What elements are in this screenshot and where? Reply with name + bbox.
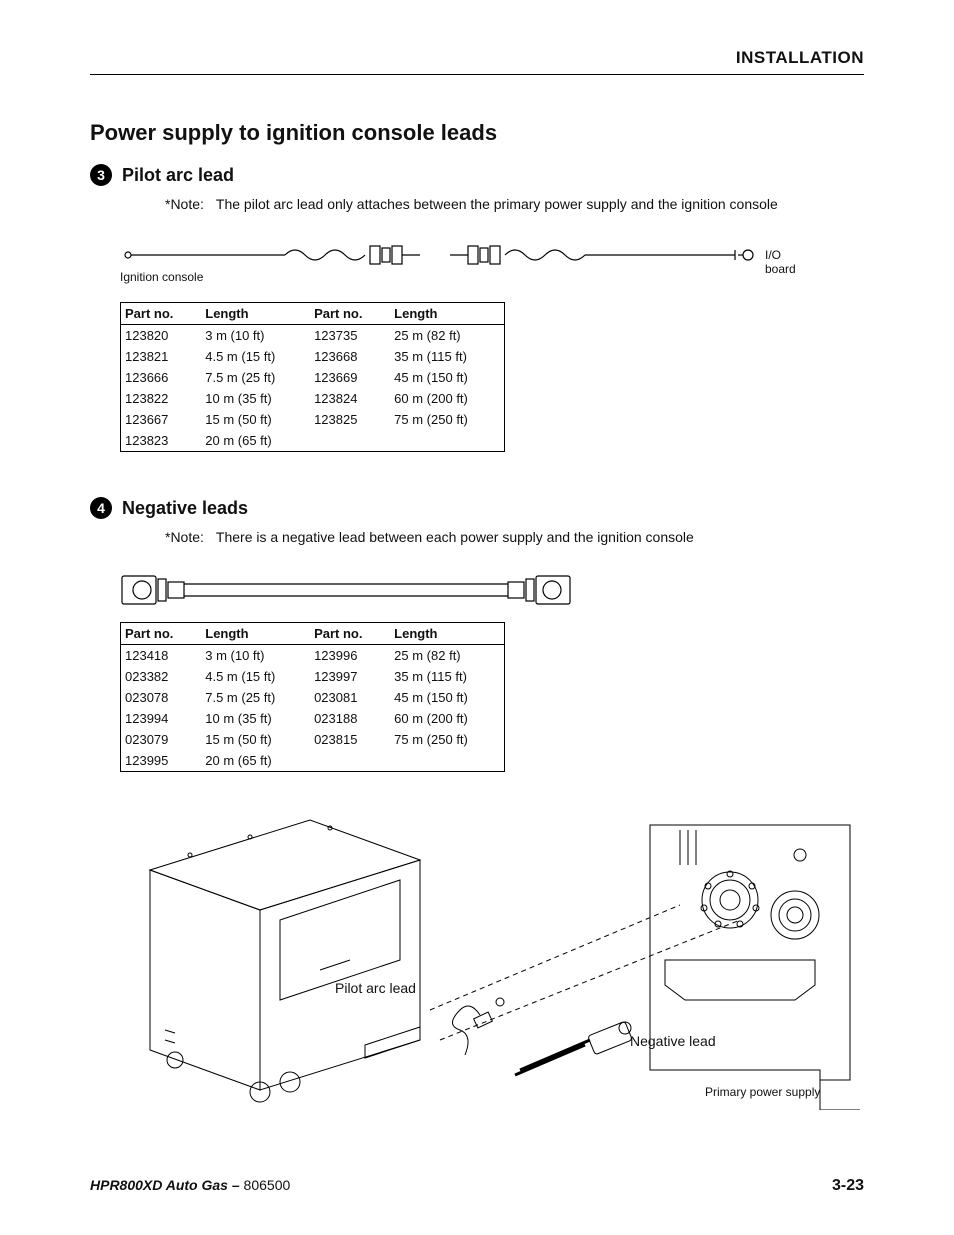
table-row: 0230787.5 m (25 ft)02308145 m (150 ft) bbox=[121, 687, 505, 708]
header-rule bbox=[90, 74, 864, 75]
diagram-left-label: Ignition console bbox=[120, 270, 203, 284]
illus-pilot-label: Pilot arc lead bbox=[335, 980, 416, 996]
page-header-title: INSTALLATION bbox=[90, 48, 864, 68]
illus-psu-label: Primary power supply bbox=[705, 1085, 820, 1099]
section-4-heading: 4 Negative leads bbox=[90, 497, 864, 519]
connection-illustration: Pilot arc lead Negative lead Primary pow… bbox=[120, 780, 860, 1110]
section-3-heading: 3 Pilot arc lead bbox=[90, 164, 864, 186]
footer-docnum: 806500 bbox=[244, 1177, 291, 1193]
negative-leads-parts-table: Part no. Length Part no. Length 1234183 … bbox=[120, 622, 505, 772]
section-num-4-icon: 4 bbox=[90, 497, 112, 519]
section-num-3-icon: 3 bbox=[90, 164, 112, 186]
section-3-note: *Note: The pilot arc lead only attaches … bbox=[165, 196, 864, 212]
table-row: 02307915 m (50 ft)02381575 m (250 ft) bbox=[121, 729, 505, 750]
section-4-note: *Note: There is a negative lead between … bbox=[165, 529, 864, 545]
footer-dash: – bbox=[228, 1177, 244, 1193]
footer-left: HPR800XD Auto Gas – 806500 bbox=[90, 1177, 290, 1193]
page-footer: HPR800XD Auto Gas – 806500 3-23 bbox=[90, 1177, 864, 1195]
pilot-arc-cable-svg bbox=[120, 240, 760, 290]
illus-neg-label: Negative lead bbox=[630, 1033, 716, 1049]
table-row: 0233824.5 m (15 ft)12399735 m (115 ft) bbox=[121, 666, 505, 687]
page-title: Power supply to ignition console leads bbox=[90, 120, 864, 146]
table-row: 12382210 m (35 ft)12382460 m (200 ft) bbox=[121, 388, 505, 409]
col-length-1: Length bbox=[201, 623, 310, 645]
table-row: 12366715 m (50 ft)12382575 m (250 ft) bbox=[121, 409, 505, 430]
footer-page: 3-23 bbox=[832, 1177, 864, 1195]
connection-illustration-svg bbox=[120, 780, 860, 1110]
section-4-title: Negative leads bbox=[122, 498, 248, 519]
col-partno-1: Part no. bbox=[121, 623, 202, 645]
col-length-2: Length bbox=[390, 303, 504, 325]
table-row: 1236667.5 m (25 ft)12366945 m (150 ft) bbox=[121, 367, 505, 388]
table-row: 12399520 m (65 ft) bbox=[121, 750, 505, 772]
note-text: The pilot arc lead only attaches between… bbox=[216, 196, 864, 212]
table-row: 1238214.5 m (15 ft)12366835 m (115 ft) bbox=[121, 346, 505, 367]
table-row: 1238203 m (10 ft)12373525 m (82 ft) bbox=[121, 325, 505, 347]
table-row: 1234183 m (10 ft)12399625 m (82 ft) bbox=[121, 645, 505, 667]
col-partno-2: Part no. bbox=[310, 623, 390, 645]
negative-lead-diagram bbox=[120, 570, 575, 610]
col-length-2: Length bbox=[390, 623, 504, 645]
col-partno-1: Part no. bbox=[121, 303, 202, 325]
table-row: 12382320 m (65 ft) bbox=[121, 430, 505, 452]
note-text: There is a negative lead between each po… bbox=[216, 529, 864, 545]
negative-lead-svg bbox=[120, 570, 575, 610]
footer-product: HPR800XD Auto Gas bbox=[90, 1177, 228, 1193]
pilot-arc-cable-diagram: Ignition console I/O board bbox=[120, 240, 760, 290]
section-3-title: Pilot arc lead bbox=[122, 165, 234, 186]
col-partno-2: Part no. bbox=[310, 303, 390, 325]
pilot-arc-parts-table: Part no. Length Part no. Length 1238203 … bbox=[120, 302, 505, 452]
note-label: *Note: bbox=[165, 529, 204, 545]
diagram-right-label: I/O board bbox=[765, 248, 796, 276]
col-length-1: Length bbox=[201, 303, 310, 325]
table-row: 12399410 m (35 ft)02318860 m (200 ft) bbox=[121, 708, 505, 729]
note-label: *Note: bbox=[165, 196, 204, 212]
